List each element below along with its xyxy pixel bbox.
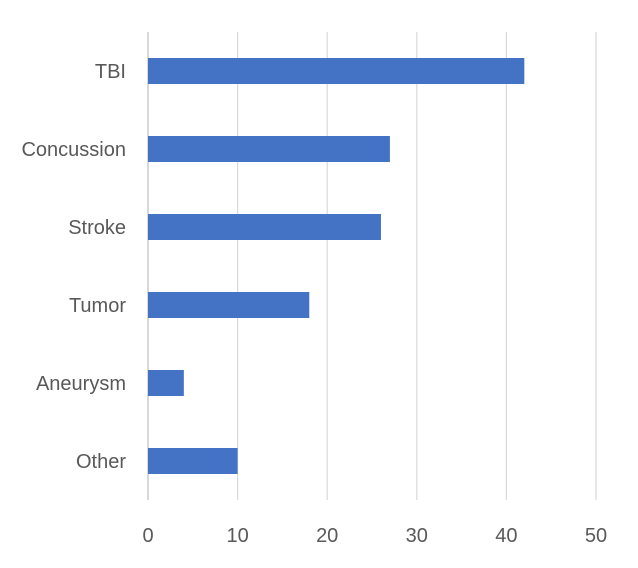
- bar-tbi: [148, 58, 525, 84]
- bar-aneurysm: [148, 370, 184, 396]
- gridlines: [147, 32, 597, 500]
- category-labels: TBI Concussion Stroke Tumor Aneurysm Other: [21, 61, 126, 473]
- x-tick-label-0: 0: [142, 525, 153, 547]
- x-tick-label-50: 50: [585, 525, 607, 547]
- category-label-aneurysm: Aneurysm: [36, 373, 126, 395]
- x-tick-label-10: 10: [226, 525, 248, 547]
- category-label-tumor: Tumor: [69, 295, 126, 317]
- category-label-other: Other: [76, 451, 126, 473]
- x-tick-label-40: 40: [495, 525, 517, 547]
- bar-other: [148, 448, 238, 474]
- category-label-tbi: TBI: [95, 61, 126, 83]
- bars: [148, 58, 525, 474]
- x-tick-label-20: 20: [316, 525, 338, 547]
- x-tick-label-30: 30: [406, 525, 428, 547]
- bar-stroke: [148, 214, 381, 240]
- x-tick-labels: 0 10 20 30 40 50: [142, 525, 607, 547]
- category-label-concussion: Concussion: [21, 139, 126, 161]
- bar-tumor: [148, 292, 310, 318]
- category-label-stroke: Stroke: [68, 217, 126, 239]
- bar-concussion: [148, 136, 390, 162]
